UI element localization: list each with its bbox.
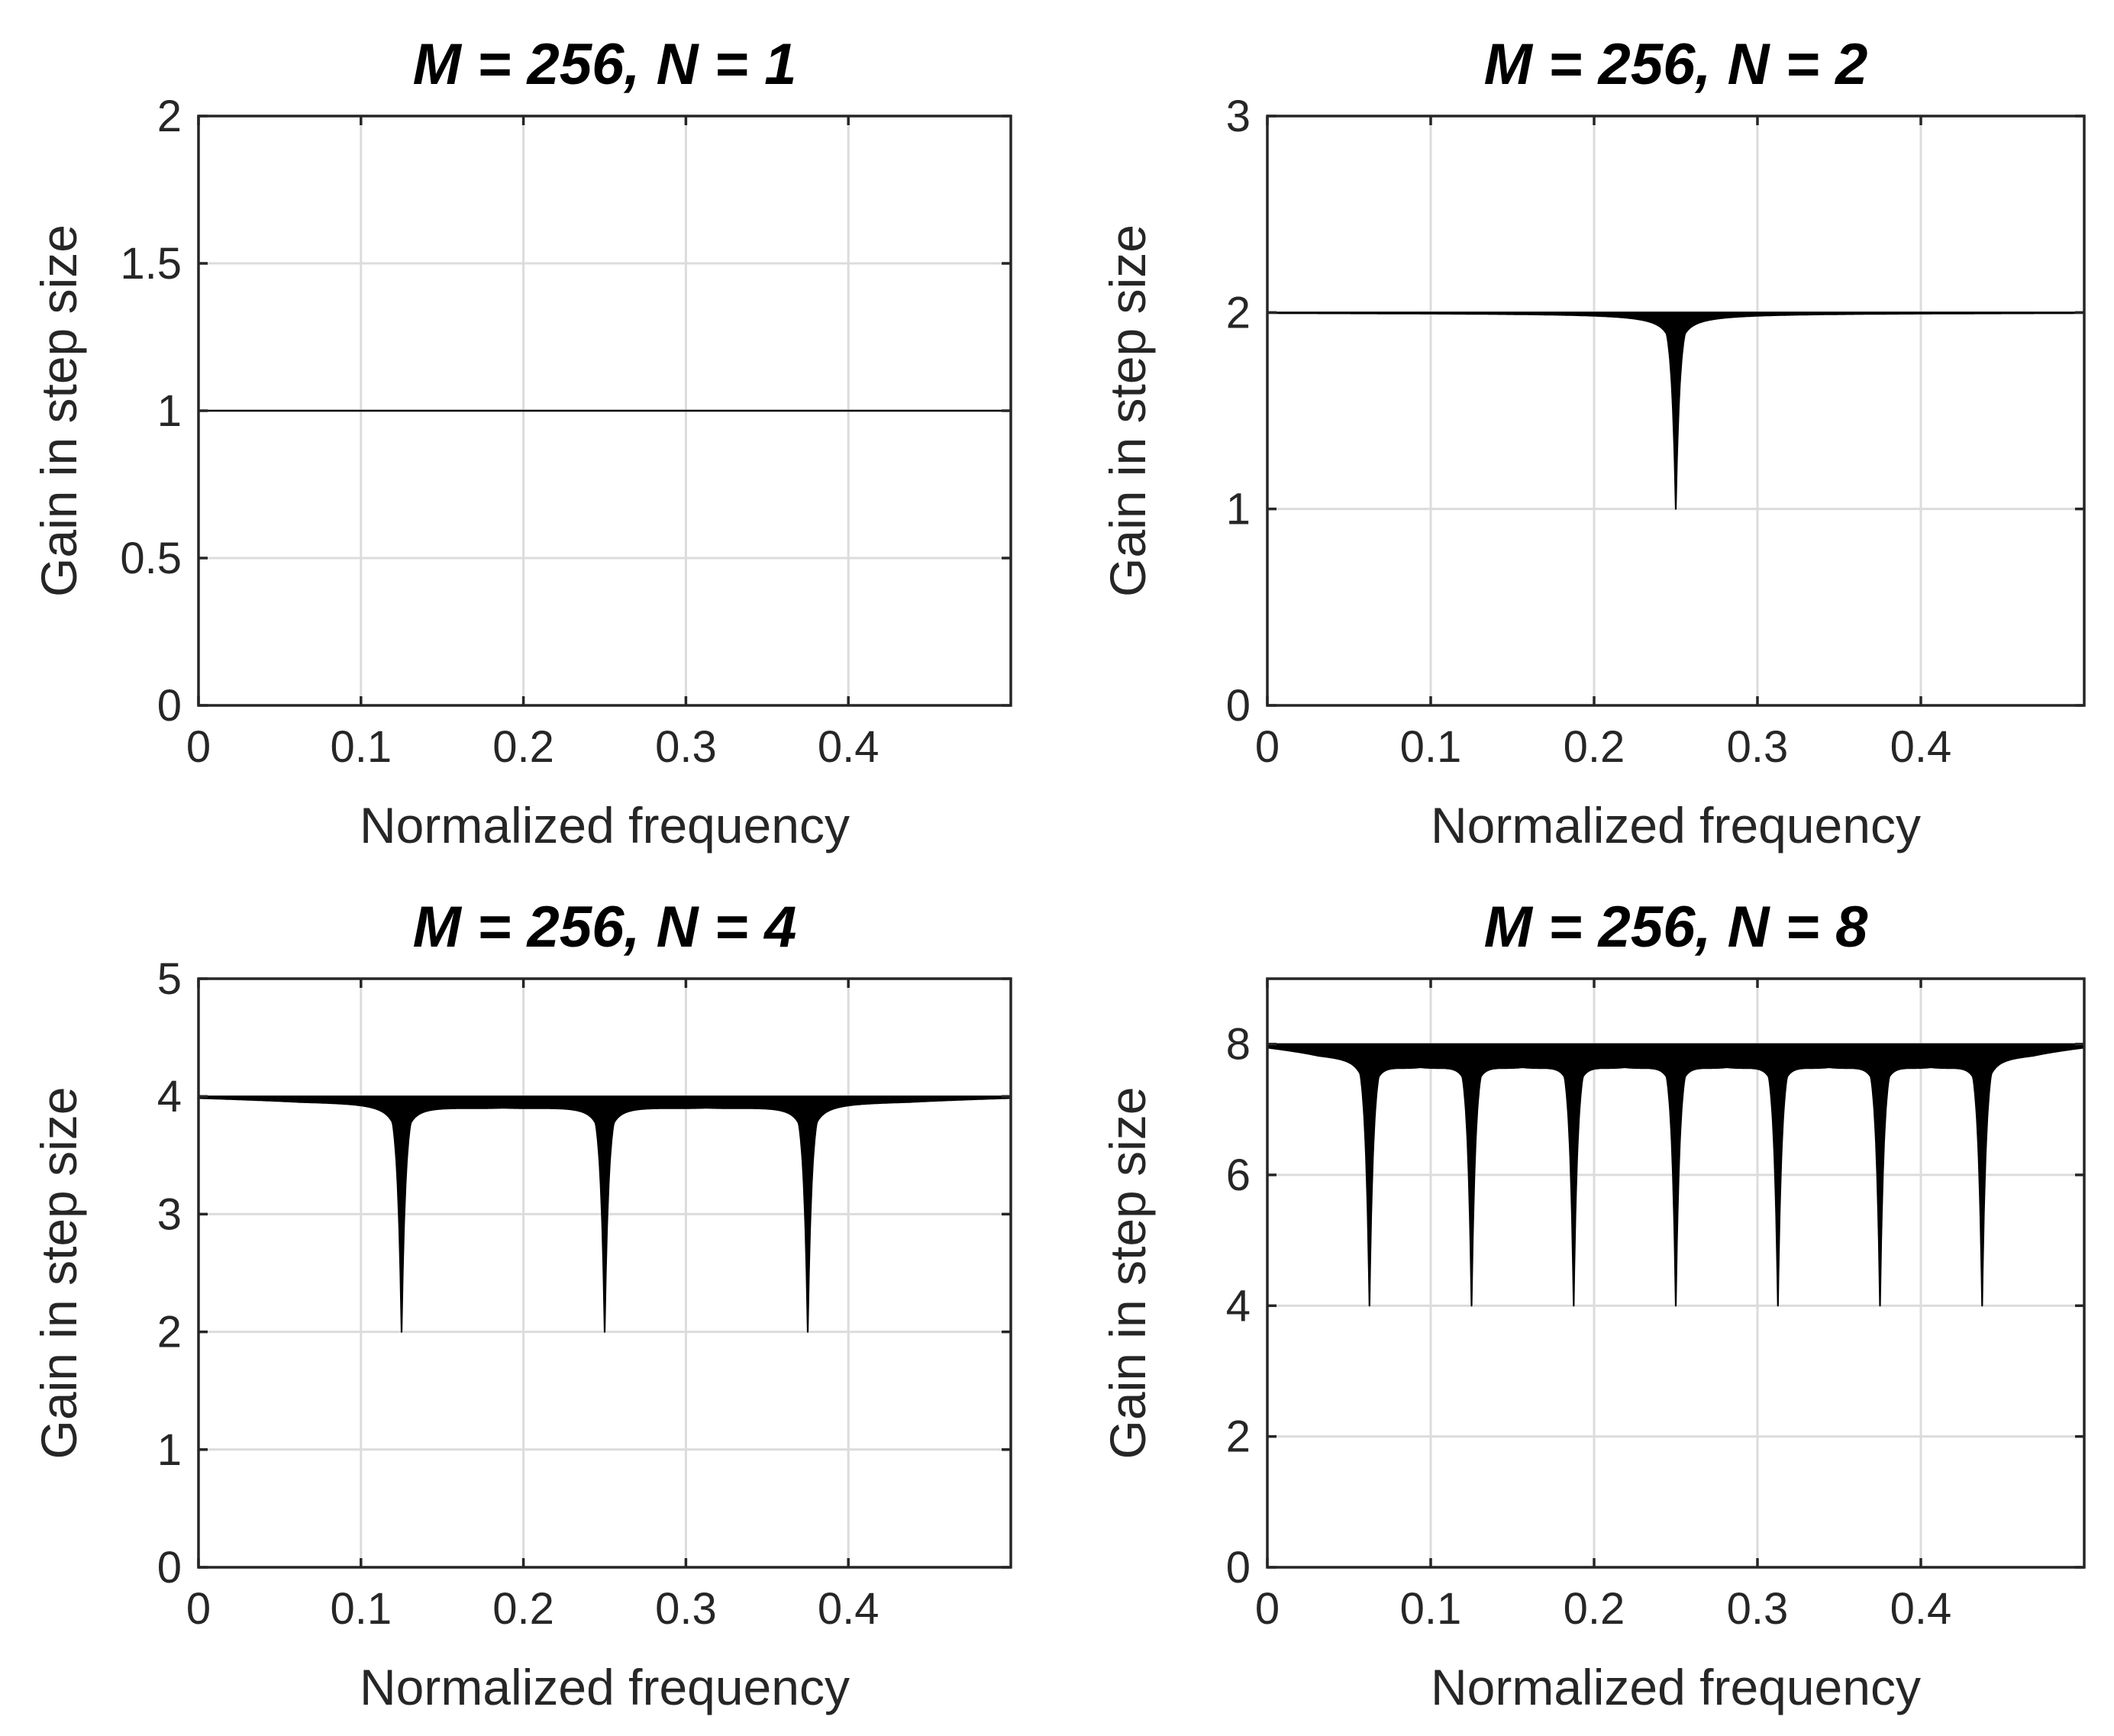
- y-tick-label: 3: [157, 1189, 182, 1239]
- chart-title: M = 256, N = 1: [413, 32, 797, 97]
- x-tick-label: 0: [186, 722, 211, 772]
- chart-title: M = 256, N = 2: [1484, 32, 1868, 97]
- y-tick-label: 1: [157, 386, 182, 436]
- x-tick-label: 0.4: [818, 1584, 879, 1634]
- x-tick-label: 0.4: [1890, 1584, 1952, 1634]
- x-axis-label: Normalized frequency: [360, 797, 850, 853]
- x-tick-label: 0: [1255, 722, 1280, 772]
- y-tick-label: 1: [157, 1425, 182, 1475]
- chart-panel-3: 0 0.1 0.2 0.3 0.4 0 1 2 3 4 5 M = 256, N = 4 Normali…: [31, 895, 1012, 1715]
- chart-title: M = 256, N = 4: [413, 895, 797, 960]
- y-axis-label: Gain in step size: [1099, 224, 1156, 597]
- x-tick-label: 0.1: [1400, 1584, 1462, 1634]
- x-tick-label: 0.3: [655, 1584, 717, 1634]
- y-tick-label: 2: [1226, 1412, 1251, 1462]
- x-tick-label: 0.2: [492, 722, 554, 772]
- y-tick-label: 0: [157, 681, 182, 731]
- y-tick-label: 4: [1226, 1281, 1251, 1331]
- series-gain-fill: [198, 1096, 1011, 1332]
- y-tick-label: 8: [1226, 1020, 1251, 1070]
- y-tick-label: 0: [1226, 681, 1251, 731]
- x-tick-label: 0.1: [330, 722, 392, 772]
- chart-panel-4: 0 0.1 0.2 0.3 0.4 0 2 4 6 8 M = 256, N = 8 Normaliz…: [1099, 895, 2086, 1715]
- y-tick-label: 6: [1226, 1150, 1251, 1200]
- y-tick-label: 0: [1226, 1543, 1251, 1592]
- y-axis-label: Gain in step size: [31, 224, 87, 597]
- chart-panel-1: 0 0.1 0.2 0.3 0.4 0 0.5 1 1.5 2 M = 256, N = 1 Norm…: [31, 32, 1012, 853]
- series-gain-fill: [1267, 1044, 2084, 1306]
- x-axis-label: Normalized frequency: [1431, 1659, 1921, 1715]
- y-tick-label: 2: [1226, 288, 1251, 337]
- y-tick-label: 0.5: [120, 534, 182, 583]
- y-tick-label: 2: [157, 92, 182, 141]
- x-tick-label: 0.3: [1727, 1584, 1789, 1634]
- chart-panel-2: 0 0.1 0.2 0.3 0.4 0 1 2 3 M = 256, N = 2 Normalize…: [1099, 32, 2086, 853]
- x-tick-label: 0: [186, 1584, 211, 1634]
- x-tick-label: 0.4: [818, 722, 879, 772]
- x-tick-label: 0.2: [1564, 722, 1625, 772]
- x-axis-label: Normalized frequency: [360, 1659, 850, 1715]
- x-tick-label: 0.3: [655, 722, 717, 772]
- x-tick-label: 0.1: [330, 1584, 392, 1634]
- y-tick-label: 5: [157, 954, 182, 1004]
- chart-title: M = 256, N = 8: [1484, 895, 1868, 960]
- series-gain-line: [1267, 1047, 2084, 1307]
- y-tick-label: 1: [1226, 485, 1251, 534]
- axes-frame: [1266, 977, 2086, 1569]
- series-gain-fill: [1267, 312, 2084, 509]
- axes-frame: [1266, 115, 2086, 707]
- y-tick-label: 2: [157, 1308, 182, 1357]
- y-tick-label: 4: [157, 1072, 182, 1121]
- x-tick-label: 0.3: [1727, 722, 1789, 772]
- x-tick-label: 0.2: [1564, 1584, 1625, 1634]
- y-axis-label: Gain in step size: [1099, 1087, 1156, 1460]
- y-axis-label: Gain in step size: [31, 1087, 87, 1460]
- series-gain-line: [198, 1097, 1011, 1333]
- series-gain-line: [1267, 312, 2084, 510]
- x-tick-label: 0: [1255, 1584, 1280, 1634]
- axes-frame: [197, 977, 1012, 1569]
- y-tick-label: 3: [1226, 92, 1251, 141]
- y-tick-label: 1.5: [120, 239, 182, 289]
- x-tick-label: 0.4: [1890, 722, 1952, 772]
- x-axis-label: Normalized frequency: [1431, 797, 1921, 853]
- x-tick-label: 0.2: [492, 1584, 554, 1634]
- x-tick-label: 0.1: [1400, 722, 1462, 772]
- y-tick-label: 0: [157, 1543, 182, 1592]
